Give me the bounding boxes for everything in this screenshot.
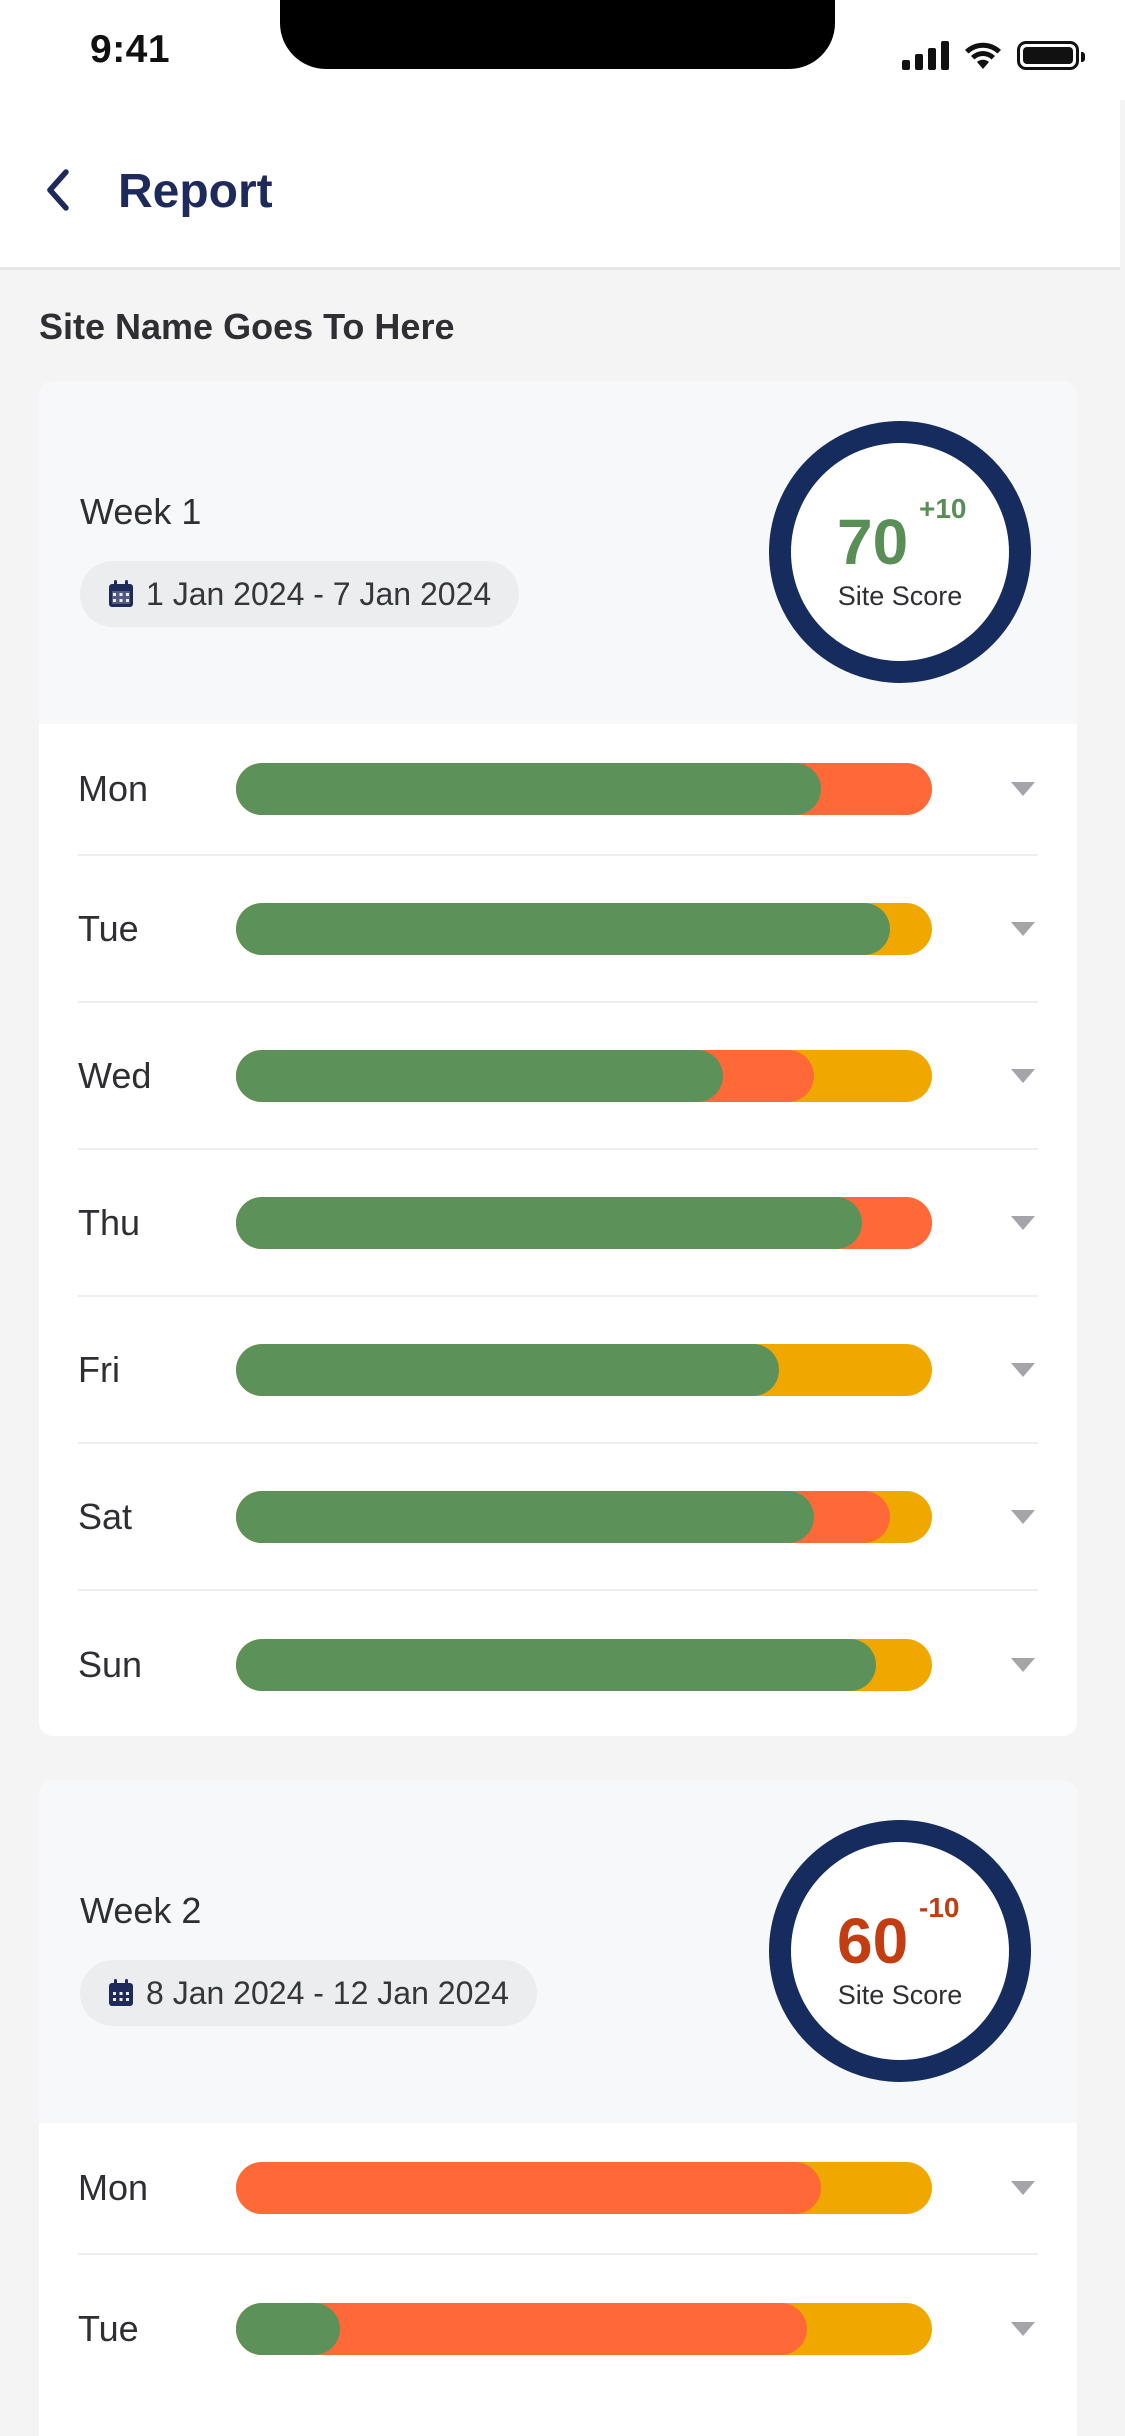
day-row-tue[interactable]: Tue [78,2255,1038,2402]
day-label: Tue [78,907,139,949]
chevron-down-icon [1011,1215,1035,1230]
day-label: Sun [78,1643,143,1685]
good-segment [236,1049,724,1102]
day-row-thu[interactable]: Thu [78,1150,1038,1297]
expand-button[interactable] [1008,2319,1038,2339]
day-label: Wed [78,1054,152,1096]
chevron-down-icon [1011,1068,1035,1083]
week-header: Week 2 8 Jan 2024 - 12 Jan 2024 60 -10 S… [39,1780,1077,2123]
day-list: Mon Tue [39,2123,1077,2402]
expand-button[interactable] [1008,1213,1038,1233]
score-breakdown-bar [236,1638,932,1691]
status-time: 9:41 [90,28,171,71]
chevron-down-icon [1011,782,1035,796]
date-range-text: 8 Jan 2024 - 12 Jan 2024 [146,1974,509,2011]
chevron-down-icon [1011,1657,1035,1672]
day-row-mon[interactable]: Mon [78,2123,1038,2255]
site-score-ring: 60 -10 Site Score [769,1820,1031,2082]
expand-button[interactable] [1008,919,1038,939]
chevron-down-icon [1011,2321,1035,2336]
cellular-signal-icon [902,40,949,70]
score-breakdown-bar [236,2162,932,2214]
day-label: Tue [78,2307,139,2349]
chevron-down-icon [1011,1509,1035,1524]
day-label: Thu [78,1201,141,1243]
score-breakdown-bar [236,763,932,815]
site-score-label: Site Score [837,1980,963,2010]
day-list: Mon Tue Wed Thu Fri Sat Sun [39,724,1077,1736]
good-segment [236,1490,814,1543]
week-label: Week 1 [80,491,202,532]
expand-button[interactable] [1008,2178,1038,2198]
score-breakdown-bar [236,1049,932,1102]
chevron-left-icon [47,169,69,211]
good-segment [236,2302,341,2355]
back-button[interactable] [36,160,80,220]
week-card-2: Week 2 8 Jan 2024 - 12 Jan 2024 60 -10 S… [39,1780,1077,2436]
date-range-pill: 1 Jan 2024 - 7 Jan 2024 [80,561,520,627]
good-segment [236,1343,779,1396]
score-breakdown-bar [236,902,932,955]
day-label: Sat [78,1495,133,1537]
day-row-mon[interactable]: Mon [78,724,1038,856]
score-breakdown-bar [236,1490,932,1543]
good-segment [236,1196,863,1249]
week-card-1: Week 1 1 Jan 2024 - 7 Jan 2024 70 +10 Si… [39,381,1077,1736]
site-name: Site Name Goes To Here [39,306,455,347]
date-range-pill: 8 Jan 2024 - 12 Jan 2024 [80,1960,537,2026]
day-row-sun[interactable]: Sun [78,1591,1038,1736]
chevron-down-icon [1011,2181,1035,2195]
week-header: Week 1 1 Jan 2024 - 7 Jan 2024 70 +10 Si… [39,381,1077,724]
calendar-icon [109,1979,133,2006]
device-notch [280,0,835,69]
chevron-down-icon [1011,921,1035,936]
calendar-icon [109,580,133,607]
day-label: Mon [78,768,149,809]
expand-button[interactable] [1008,1655,1038,1675]
warning-segment [236,2162,821,2214]
score-breakdown-bar [236,1343,932,1396]
site-score-label: Site Score [837,581,963,611]
expand-button[interactable] [1008,779,1038,799]
date-range-text: 1 Jan 2024 - 7 Jan 2024 [146,575,492,612]
status-bar: 9:41 [0,0,1125,100]
good-segment [236,763,821,815]
site-score-delta: +10 [919,493,967,524]
site-score-value: 60 [837,1905,909,1977]
battery-icon [1017,41,1085,70]
good-segment [236,902,891,955]
nav-header: Report [0,100,1120,270]
expand-button[interactable] [1008,1507,1038,1527]
day-row-fri[interactable]: Fri [78,1297,1038,1444]
score-breakdown-bar [236,1196,932,1249]
good-segment [236,1638,877,1691]
week-label: Week 2 [80,1890,202,1931]
score-breakdown-bar [236,2302,932,2355]
page-title: Report [118,165,273,218]
status-icons [902,38,1085,70]
expand-button[interactable] [1008,1066,1038,1086]
expand-button[interactable] [1008,1360,1038,1380]
site-score-value: 70 [837,506,909,578]
site-score-delta: -10 [919,1892,960,1923]
chevron-down-icon [1011,1362,1035,1377]
wifi-icon [963,40,1003,70]
site-score-ring: 70 +10 Site Score [769,421,1031,683]
day-row-wed[interactable]: Wed [78,1003,1038,1150]
day-row-tue[interactable]: Tue [78,856,1038,1003]
day-row-sat[interactable]: Sat [78,1444,1038,1591]
day-label: Mon [78,2167,149,2208]
day-label: Fri [78,1348,120,1390]
